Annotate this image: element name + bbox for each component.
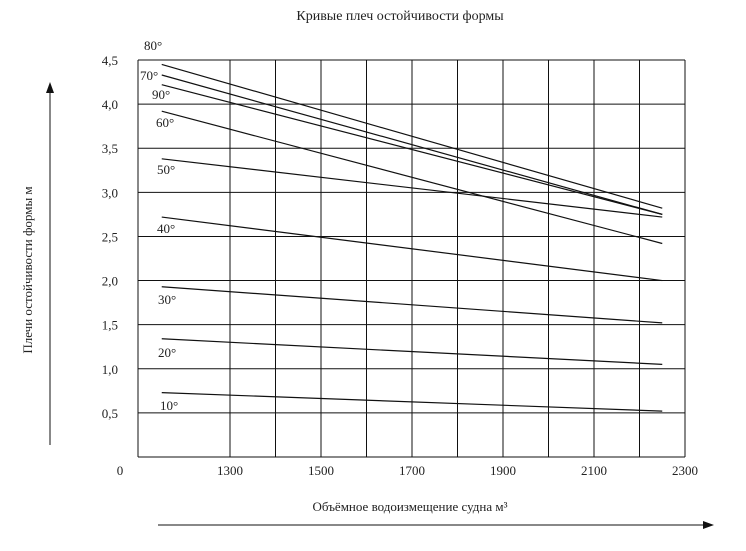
series-line bbox=[161, 74, 663, 215]
y-tick-label: 3,0 bbox=[102, 185, 118, 200]
x-axis-label: Объёмное водоизмещение судна м³ bbox=[313, 499, 508, 514]
y-tick-label: 2,0 bbox=[102, 274, 118, 289]
y-tick-label: 4,5 bbox=[102, 53, 118, 68]
x-tick-label: 1500 bbox=[308, 463, 334, 478]
y-tick-label: 1,5 bbox=[102, 318, 118, 333]
series-label: 30° bbox=[158, 292, 176, 307]
series-label: 70° bbox=[140, 68, 158, 83]
y-tick-label: 2,5 bbox=[102, 229, 118, 244]
x-tick-labels: 0 1300 1500 1700 1900 2100 2300 bbox=[117, 463, 698, 478]
series-label: 50° bbox=[157, 162, 175, 177]
series-label: 10° bbox=[160, 398, 178, 413]
x-axis-arrow bbox=[158, 521, 714, 529]
y-axis-label: Плечи остойчивости формы м bbox=[20, 186, 35, 353]
series-label: 20° bbox=[158, 345, 176, 360]
x-tick-label: 0 bbox=[117, 463, 124, 478]
series-label: 90° bbox=[152, 87, 170, 102]
series-line bbox=[161, 338, 663, 365]
grid bbox=[137, 59, 686, 458]
series-line bbox=[161, 216, 663, 282]
series-label: 40° bbox=[157, 221, 175, 236]
series-line bbox=[161, 158, 663, 218]
series-lines bbox=[161, 63, 663, 412]
chart-title: Кривые плеч остойчивости формы bbox=[296, 9, 504, 24]
series-line bbox=[161, 286, 663, 324]
x-tick-label: 2300 bbox=[672, 463, 698, 478]
y-tick-labels: 0,5 1,0 1,5 2,0 2,5 3,0 3,5 4,0 4,5 bbox=[102, 53, 118, 421]
y-tick-label: 4,0 bbox=[102, 97, 118, 112]
y-tick-label: 1,0 bbox=[102, 362, 118, 377]
y-tick-label: 3,5 bbox=[102, 141, 118, 156]
series-line bbox=[161, 63, 663, 209]
x-tick-label: 1700 bbox=[399, 463, 425, 478]
series-labels: 80° 70° 90° 60° 50° 40° 30° 20° 10° bbox=[140, 38, 178, 413]
y-tick-label: 0,5 bbox=[102, 406, 118, 421]
y-axis-arrow bbox=[46, 82, 54, 445]
series-line bbox=[161, 110, 663, 245]
x-tick-label: 1300 bbox=[217, 463, 243, 478]
series-label: 60° bbox=[156, 115, 174, 130]
x-tick-label: 1900 bbox=[490, 463, 516, 478]
series-line bbox=[161, 391, 663, 412]
series-line bbox=[161, 84, 663, 215]
x-tick-label: 2100 bbox=[581, 463, 607, 478]
series-label: 80° bbox=[144, 38, 162, 53]
